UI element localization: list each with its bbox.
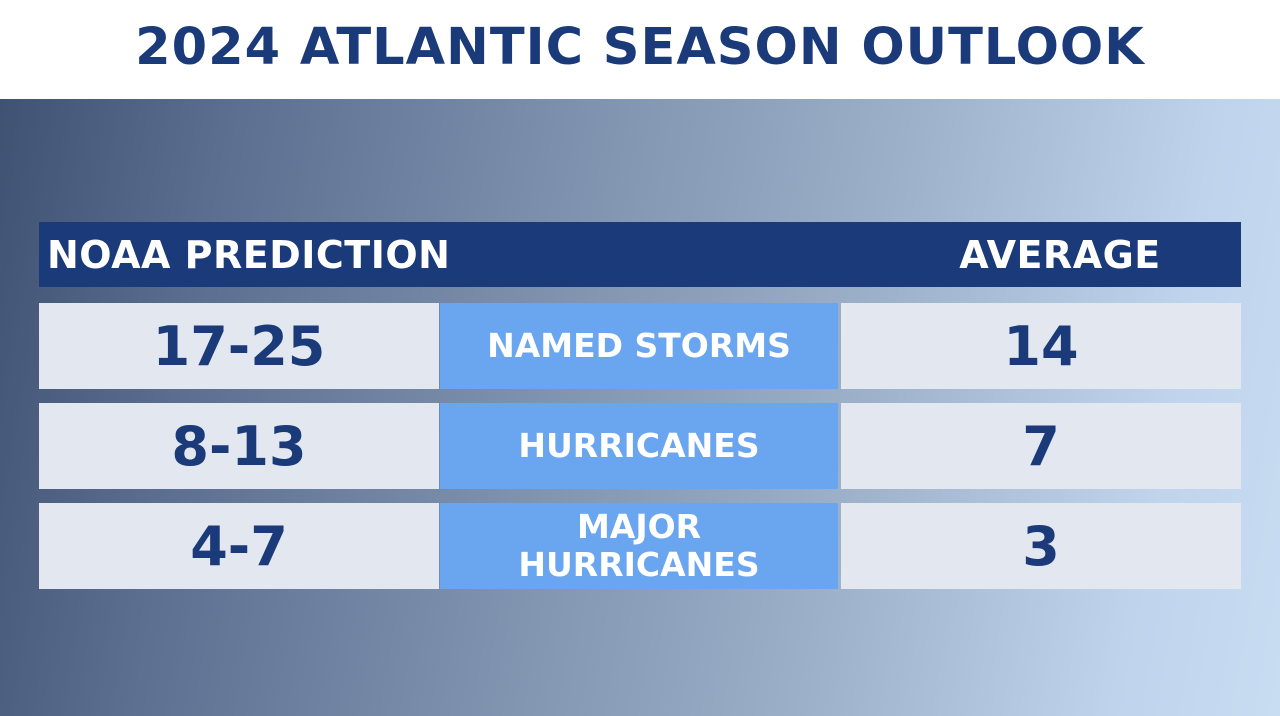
average-value: 3 xyxy=(841,503,1241,589)
category-label-line: HURRICANES xyxy=(518,545,760,584)
table-row-named-storms: 17-25 NAMED STORMS 14 xyxy=(39,303,1241,389)
category-label: MAJOR HURRICANES xyxy=(440,503,838,589)
category-label: HURRICANES xyxy=(440,403,838,489)
category-label-line: HURRICANES xyxy=(518,426,760,465)
category-label: NAMED STORMS xyxy=(440,303,838,389)
title-bar: 2024 ATLANTIC SEASON OUTLOOK xyxy=(0,0,1280,99)
prediction-value: 4-7 xyxy=(39,503,439,589)
table-header: NOAA PREDICTION AVERAGE xyxy=(39,222,1241,287)
average-value: 7 xyxy=(841,403,1241,489)
header-average: AVERAGE xyxy=(959,233,1161,277)
category-label-line: NAMED STORMS xyxy=(487,326,791,365)
page-title: 2024 ATLANTIC SEASON OUTLOOK xyxy=(135,18,1145,77)
category-label-line: MAJOR xyxy=(576,507,702,546)
header-noaa-prediction: NOAA PREDICTION xyxy=(47,233,451,277)
average-value: 14 xyxy=(841,303,1241,389)
prediction-value: 17-25 xyxy=(39,303,439,389)
table-row-major-hurricanes: 4-7 MAJOR HURRICANES 3 xyxy=(39,503,1241,589)
table-row-hurricanes: 8-13 HURRICANES 7 xyxy=(39,403,1241,489)
prediction-value: 8-13 xyxy=(39,403,439,489)
